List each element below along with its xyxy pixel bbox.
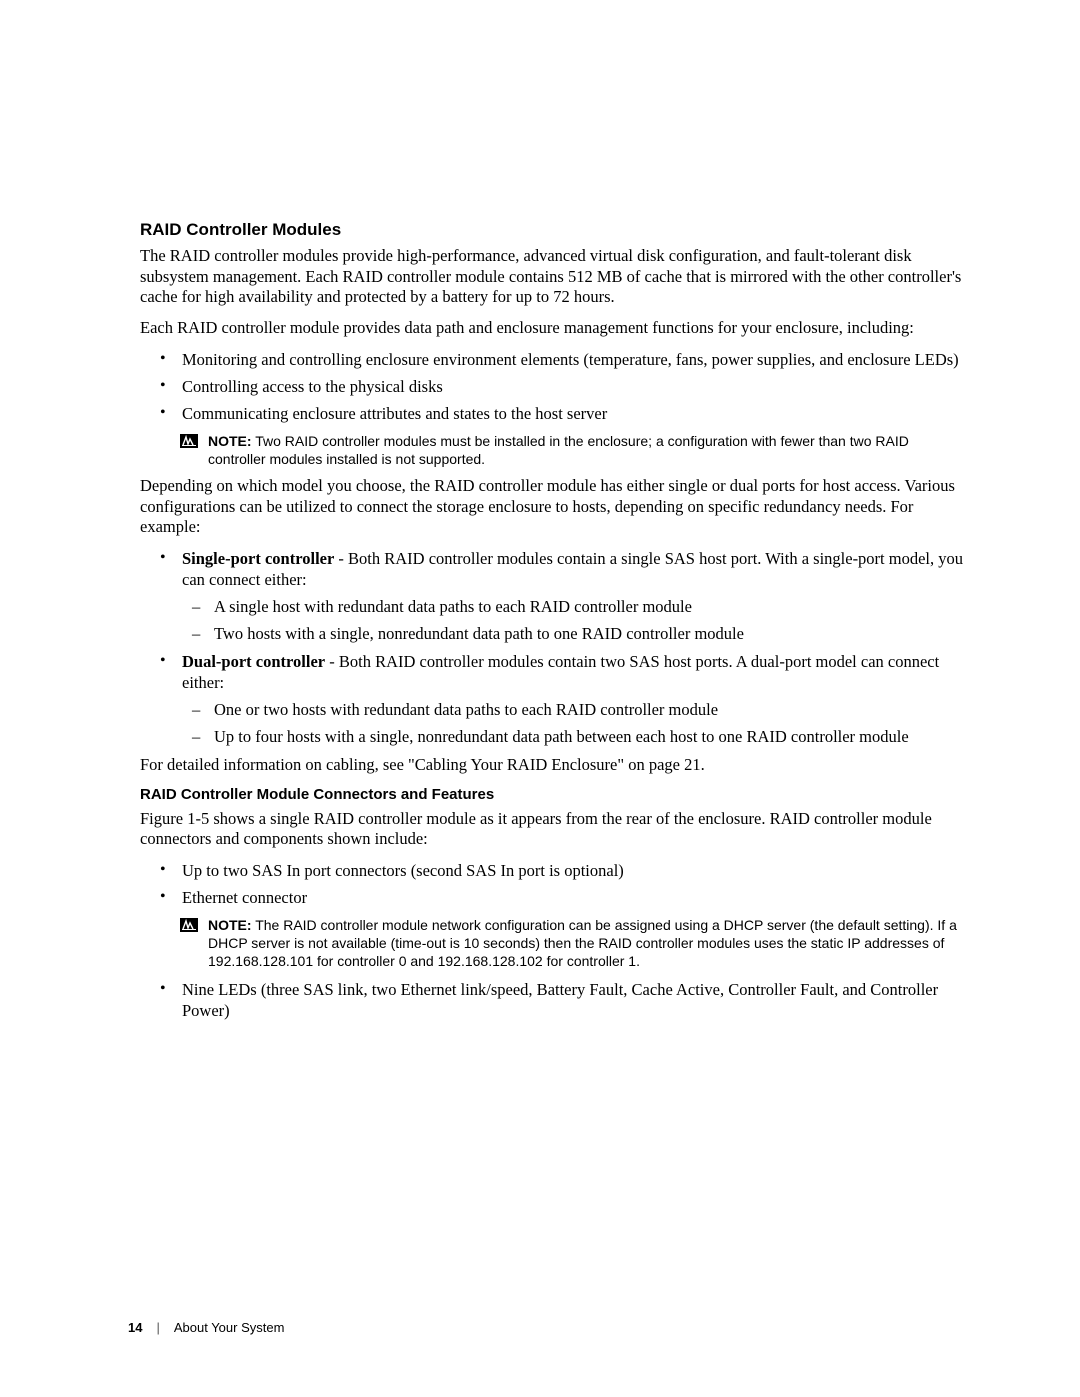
paragraph: Each RAID controller module provides dat…	[140, 318, 965, 339]
list-item-single-port: Single-port controller - Both RAID contr…	[182, 548, 965, 644]
list-item: Up to two SAS In port connectors (second…	[182, 860, 965, 881]
label-dual-port: Dual-port controller	[182, 652, 325, 671]
bullet-list: Nine LEDs (three SAS link, two Ethernet …	[140, 979, 965, 1021]
note-icon	[180, 434, 198, 448]
heading-connectors-features: RAID Controller Module Connectors and Fe…	[140, 786, 965, 803]
list-item: Nine LEDs (three SAS link, two Ethernet …	[182, 979, 965, 1021]
paragraph: For detailed information on cabling, see…	[140, 755, 965, 776]
note-text: NOTE: The RAID controller module network…	[208, 916, 965, 971]
bullet-list: Monitoring and controlling enclosure env…	[140, 349, 965, 424]
document-page: RAID Controller Modules The RAID control…	[0, 0, 1080, 1089]
list-item: Monitoring and controlling enclosure env…	[182, 349, 965, 370]
list-item: One or two hosts with redundant data pat…	[214, 699, 965, 720]
note-body: The RAID controller module network confi…	[208, 917, 957, 969]
list-item: A single host with redundant data paths …	[214, 596, 965, 617]
bullet-list: Single-port controller - Both RAID contr…	[140, 548, 965, 747]
bullet-list: Up to two SAS In port connectors (second…	[140, 860, 965, 908]
note-block: NOTE: The RAID controller module network…	[180, 916, 965, 971]
note-icon	[180, 918, 198, 932]
note-label: NOTE:	[208, 433, 252, 449]
footer-section: About Your System	[174, 1320, 285, 1335]
label-single-port: Single-port controller	[182, 549, 334, 568]
dash-list: One or two hosts with redundant data pat…	[182, 699, 965, 747]
dash-list: A single host with redundant data paths …	[182, 596, 965, 644]
paragraph: Depending on which model you choose, the…	[140, 476, 965, 538]
note-body: Two RAID controller modules must be inst…	[208, 433, 909, 467]
note-block: NOTE: Two RAID controller modules must b…	[180, 432, 965, 468]
heading-raid-controller-modules: RAID Controller Modules	[140, 220, 965, 240]
list-item: Controlling access to the physical disks	[182, 376, 965, 397]
paragraph: Figure 1-5 shows a single RAID controlle…	[140, 809, 965, 850]
paragraph: The RAID controller modules provide high…	[140, 246, 965, 308]
list-item-dual-port: Dual-port controller - Both RAID control…	[182, 651, 965, 747]
list-item: Two hosts with a single, nonredundant da…	[214, 623, 965, 644]
list-item: Communicating enclosure attributes and s…	[182, 403, 965, 424]
page-footer: 14 | About Your System	[128, 1320, 284, 1335]
note-label: NOTE:	[208, 917, 252, 933]
note-text: NOTE: Two RAID controller modules must b…	[208, 432, 965, 468]
list-item: Up to four hosts with a single, nonredun…	[214, 726, 965, 747]
footer-separator: |	[156, 1320, 159, 1335]
list-item: Ethernet connector	[182, 887, 965, 908]
page-number: 14	[128, 1320, 142, 1335]
